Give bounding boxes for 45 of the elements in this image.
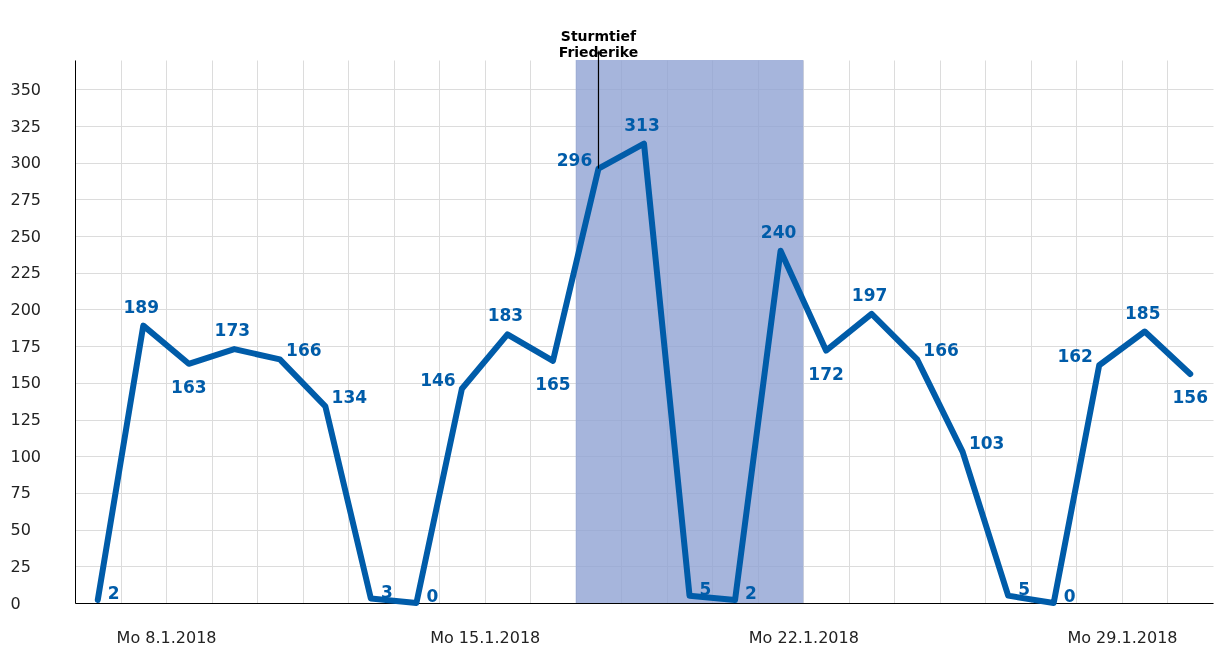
data-label: 172 xyxy=(808,363,844,384)
data-label: 296 xyxy=(556,149,593,170)
data-label: 134 xyxy=(331,387,368,408)
data-label: 165 xyxy=(535,373,571,394)
y-tick-label: 225 xyxy=(10,263,42,283)
data-label: 197 xyxy=(851,284,888,305)
data-label: 173 xyxy=(214,320,251,341)
data-label: 0 xyxy=(1063,586,1076,606)
data-label: 0 xyxy=(426,586,439,606)
y-tick-label: 75 xyxy=(10,483,31,503)
data-label: 5 xyxy=(699,578,712,599)
data-label: 240 xyxy=(760,221,797,242)
y-tick-label: 200 xyxy=(10,299,42,319)
annotation: Sturmtief Friederike xyxy=(558,28,639,60)
data-label: 185 xyxy=(1124,302,1161,323)
data-label: 166 xyxy=(286,340,322,361)
y-tick-label: 250 xyxy=(10,226,42,246)
y-tick-label: 25 xyxy=(10,556,31,576)
data-label: 183 xyxy=(487,305,524,326)
data-label: 103 xyxy=(968,432,1005,453)
data-label: 5 xyxy=(1018,578,1031,599)
data-label: 146 xyxy=(420,369,456,390)
x-tick-label: Mo 29.1.2018 xyxy=(1067,627,1178,647)
x-tick-label: Mo 15.1.2018 xyxy=(430,627,541,647)
data-label: 2 xyxy=(107,583,120,604)
y-tick-label: 175 xyxy=(10,336,42,356)
data-label: 3 xyxy=(380,581,393,602)
data-label: 156 xyxy=(1172,387,1208,408)
data-label: 162 xyxy=(1057,346,1093,367)
y-tick-label: 275 xyxy=(10,189,42,209)
y-tick-label: 150 xyxy=(10,373,42,393)
y-tick-label: 325 xyxy=(10,116,42,136)
data-label: 189 xyxy=(123,296,160,317)
data-label: 313 xyxy=(624,114,660,135)
y-tick-label: 100 xyxy=(10,446,42,466)
data-label: 2 xyxy=(745,583,757,604)
y-tick-label: 50 xyxy=(10,520,31,540)
data-label: 166 xyxy=(923,340,959,361)
y-tick-label: 0 xyxy=(10,593,21,613)
y-tick-label: 125 xyxy=(10,410,42,430)
data-label: 163 xyxy=(171,376,207,397)
y-tick-label: 300 xyxy=(10,153,42,173)
x-tick-label: Mo 22.1.2018 xyxy=(748,627,859,647)
x-tick-label: Mo 8.1.2018 xyxy=(116,627,217,647)
y-tick-label: 350 xyxy=(10,79,42,99)
